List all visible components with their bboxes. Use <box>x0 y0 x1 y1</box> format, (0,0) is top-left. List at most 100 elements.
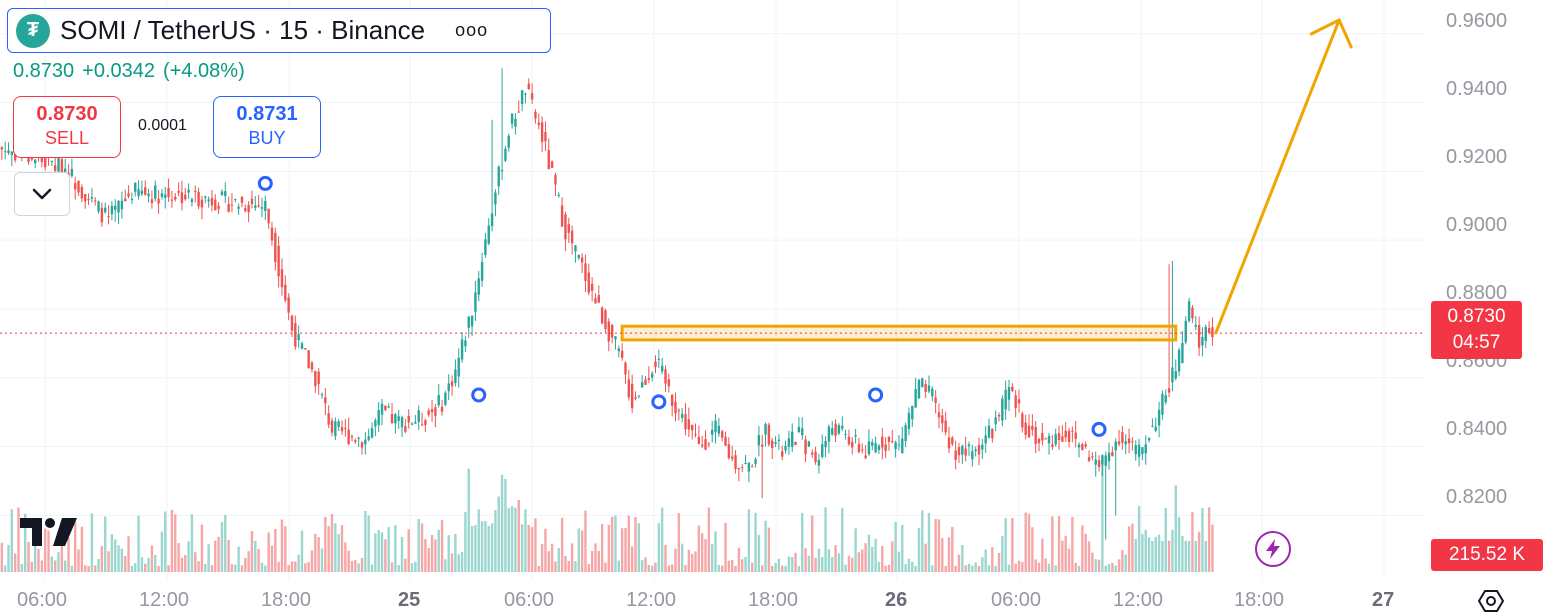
sell-button[interactable]: 0.8730 SELL <box>13 96 121 158</box>
volume-bar <box>1184 540 1187 572</box>
volume-bar <box>487 525 490 572</box>
volume-bar <box>1017 560 1021 572</box>
candle-body <box>134 182 137 192</box>
candle-body <box>894 442 897 450</box>
volume-bar <box>1091 552 1094 572</box>
candle-body <box>640 382 644 388</box>
candle-body <box>947 437 951 449</box>
volume-bar <box>287 565 290 572</box>
volume-bar <box>330 514 334 572</box>
volume-bar <box>764 520 767 572</box>
volume-bar <box>380 532 384 572</box>
time-axis-label: 18:00 <box>1234 589 1285 611</box>
volume-bar <box>1021 561 1024 572</box>
candle-body <box>574 245 577 252</box>
candle-body <box>600 307 604 324</box>
candle-body <box>751 466 754 468</box>
volume-bar <box>454 534 457 572</box>
collapse-button[interactable] <box>14 172 70 216</box>
candle-body <box>654 361 657 368</box>
volume-bar <box>767 527 771 572</box>
volume-bar <box>547 551 550 572</box>
volume-bar <box>650 565 654 572</box>
candle-body <box>100 207 104 223</box>
candle-body <box>710 429 714 435</box>
buy-button[interactable]: 0.8731 BUY <box>213 96 321 158</box>
volume-bar <box>657 523 661 572</box>
candle-body <box>394 414 397 424</box>
candle-body <box>944 420 947 433</box>
signal-marker <box>471 387 487 403</box>
volume-bar <box>377 530 380 572</box>
volume-bar <box>27 541 30 572</box>
candle-body <box>33 159 37 164</box>
candle-body <box>214 199 217 211</box>
volume-bar <box>1117 559 1121 572</box>
candle-body <box>180 192 184 204</box>
volume-bar <box>827 549 831 572</box>
volume-bar <box>264 565 267 572</box>
volume-bar <box>667 565 671 572</box>
candle-body <box>961 445 964 455</box>
candle-body <box>987 425 991 438</box>
candle-body <box>924 384 927 392</box>
volume-bar <box>174 514 177 572</box>
candle-body <box>164 194 167 198</box>
volume-bar <box>984 549 987 572</box>
candle-body <box>630 383 634 409</box>
candle-body <box>824 440 827 448</box>
volume-bar <box>991 547 994 572</box>
projection-arrow <box>1214 18 1341 335</box>
candle-body <box>360 442 364 448</box>
candle-body <box>277 245 280 277</box>
lightning-bolt-icon[interactable] <box>1255 531 1291 567</box>
symbol-title: SOMI / TetherUS · 15 · Binance <box>60 15 426 45</box>
volume-bar <box>130 565 134 572</box>
candle-body <box>507 135 510 148</box>
volume-bar <box>664 544 667 572</box>
candle-body <box>1047 435 1051 444</box>
volume-bar <box>727 560 731 572</box>
volume-bar <box>1141 534 1144 572</box>
candle-body <box>527 83 530 90</box>
volume-bar <box>160 531 164 572</box>
volume-bar <box>784 565 787 572</box>
sell-label: SELL <box>44 128 90 148</box>
volume-bar <box>540 544 544 572</box>
volume-bar <box>560 517 564 572</box>
candle-body <box>150 199 154 204</box>
volume-bar <box>754 512 757 572</box>
volume-bar <box>437 529 440 572</box>
volume-bar <box>157 565 160 572</box>
symbol-header[interactable]: ₮ SOMI / TetherUS · 15 · Binance ooo <box>7 8 551 53</box>
candle-body <box>1001 398 1004 421</box>
volume-bar <box>1047 563 1051 572</box>
candle-body <box>200 199 204 208</box>
volume-bar <box>627 515 631 572</box>
volume-bar <box>337 534 340 572</box>
volume-bar <box>320 548 324 572</box>
candle-body <box>294 323 297 347</box>
candle-body <box>1154 426 1157 431</box>
volume-bar <box>497 496 500 572</box>
volume-bar <box>824 507 827 572</box>
settings-gear-icon[interactable] <box>1478 589 1504 613</box>
candle-body <box>1041 432 1044 441</box>
candle-body <box>557 194 560 196</box>
candle-body <box>1144 444 1147 454</box>
candle-body <box>510 113 514 124</box>
volume-bar <box>1111 563 1114 572</box>
candle-body <box>64 168 67 173</box>
volume-bar <box>37 549 40 572</box>
more-options-icon[interactable]: ooo <box>455 20 489 40</box>
volume-bar <box>774 563 777 572</box>
candle-body <box>1094 459 1097 465</box>
volume-bar <box>731 559 734 572</box>
volume-bar <box>887 564 891 572</box>
volume-bar <box>300 530 304 572</box>
candle-body <box>434 407 437 416</box>
candle-body <box>74 183 77 190</box>
volume-bar <box>1107 563 1111 572</box>
candle-body <box>340 427 344 432</box>
